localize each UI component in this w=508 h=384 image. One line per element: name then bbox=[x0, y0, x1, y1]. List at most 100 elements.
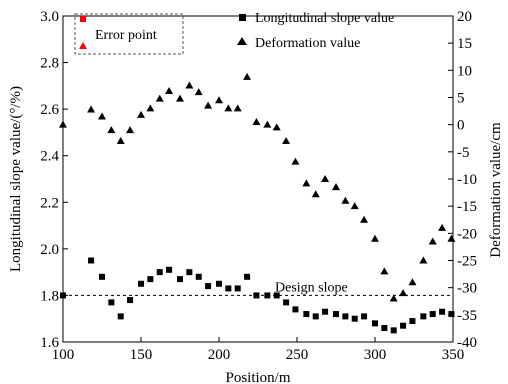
x-tick-label: 100 bbox=[52, 347, 75, 363]
error-triangle-marker bbox=[79, 42, 87, 49]
y-left-tick-label: 2.8 bbox=[40, 56, 59, 72]
deformation-point bbox=[137, 110, 145, 118]
slope-point bbox=[88, 257, 95, 264]
slope-point bbox=[303, 311, 310, 318]
slope-point bbox=[312, 313, 319, 320]
legend-label-deformation: Deformation value bbox=[255, 36, 360, 51]
deformation-point bbox=[302, 179, 311, 187]
deformation-point bbox=[204, 101, 213, 109]
y-left-tick-label: 3.0 bbox=[40, 9, 59, 25]
y-right-tick-label: -5 bbox=[457, 145, 470, 161]
slope-point bbox=[292, 306, 299, 313]
deformation-point bbox=[146, 104, 155, 112]
slope-point bbox=[448, 311, 455, 318]
y-right-tick-label: 5 bbox=[457, 91, 465, 107]
slope-point bbox=[99, 273, 105, 280]
slope-point bbox=[234, 285, 241, 292]
deformation-point bbox=[263, 120, 272, 128]
deformation-point bbox=[185, 81, 194, 89]
deformation-point bbox=[98, 112, 106, 120]
deformation-point bbox=[215, 96, 223, 104]
deformation-point bbox=[321, 175, 330, 182]
deformation-point bbox=[107, 126, 116, 134]
y-right-tick-label: -20 bbox=[457, 226, 477, 242]
deformation-point bbox=[332, 183, 340, 191]
slope-point bbox=[177, 276, 183, 283]
error-square-marker bbox=[80, 16, 86, 22]
slope-point bbox=[127, 297, 134, 304]
error-legend-label: Error point bbox=[95, 28, 157, 43]
deformation-point bbox=[233, 104, 242, 112]
slope-point bbox=[138, 280, 144, 287]
deformation-point bbox=[194, 88, 203, 96]
deformation-point bbox=[350, 202, 359, 210]
slope-point bbox=[244, 273, 251, 280]
slope-point bbox=[420, 313, 427, 320]
deformation-point bbox=[438, 223, 447, 231]
design-slope-label: Design slope bbox=[275, 280, 348, 295]
deformation-point bbox=[224, 104, 233, 112]
slope-point bbox=[166, 266, 173, 273]
slope-point bbox=[253, 292, 260, 299]
y-right-tick-label: -25 bbox=[457, 254, 477, 270]
error-legend: Error point bbox=[74, 13, 184, 55]
deformation-point bbox=[428, 237, 437, 245]
slope-point bbox=[322, 308, 329, 315]
deformation-point bbox=[176, 94, 184, 102]
y-right-tick-label: -35 bbox=[457, 308, 477, 324]
y-right-tick-label: -40 bbox=[457, 335, 477, 351]
slope-point bbox=[264, 292, 271, 299]
slope-point bbox=[283, 299, 290, 306]
x-tick-label: 350 bbox=[442, 347, 465, 363]
slope-point bbox=[117, 313, 124, 320]
x-tick-label: 200 bbox=[208, 347, 231, 363]
deformation-point bbox=[59, 120, 67, 128]
slope-point bbox=[439, 308, 446, 315]
deformation-point bbox=[291, 157, 300, 165]
slope-point bbox=[381, 325, 388, 332]
y-left-tick-label: 2.0 bbox=[40, 242, 59, 258]
y-right-tick-label: 10 bbox=[457, 63, 472, 79]
slope-point bbox=[273, 292, 280, 299]
deformation-point bbox=[389, 294, 398, 302]
y-right-tick-label: -10 bbox=[457, 172, 477, 188]
y-right-tick-label: 0 bbox=[457, 118, 465, 134]
deformation-point bbox=[126, 126, 135, 134]
x-tick-label: 150 bbox=[130, 347, 153, 363]
slope-point bbox=[400, 322, 407, 329]
deformation-point bbox=[282, 136, 291, 144]
y-right-tick-label: -30 bbox=[457, 281, 477, 297]
deformation-point bbox=[360, 215, 369, 223]
slope-point bbox=[225, 285, 232, 292]
slope-point bbox=[429, 311, 436, 318]
y-left-tick-label: 2.2 bbox=[40, 195, 59, 211]
slope-point bbox=[60, 292, 66, 299]
deformation-point bbox=[408, 278, 417, 286]
deformation-point bbox=[311, 190, 320, 198]
y-left-tick-label: 2.6 bbox=[40, 102, 59, 118]
slope-point bbox=[361, 313, 368, 320]
deformation-point bbox=[380, 267, 389, 275]
deformation-point bbox=[243, 72, 252, 80]
marks-layer bbox=[59, 72, 456, 334]
y-left-tick-label: 2.4 bbox=[40, 149, 59, 165]
y-right-tick-label: 20 bbox=[457, 9, 472, 25]
slope-point bbox=[195, 273, 202, 280]
slope-point bbox=[186, 269, 193, 276]
deformation-point bbox=[447, 234, 456, 242]
slope-point bbox=[216, 280, 222, 287]
legend-square-marker bbox=[239, 14, 246, 21]
slope-point bbox=[147, 276, 154, 283]
deformation-point bbox=[341, 196, 350, 204]
y-left-tick-label: 1.6 bbox=[40, 335, 59, 351]
x-axis-title: Position/m bbox=[225, 370, 290, 384]
slope-point bbox=[108, 299, 115, 306]
legend-label-slope: Longitudinal slope value bbox=[255, 11, 394, 26]
y-right-axis-title: Deformation value/cm bbox=[488, 122, 504, 258]
ticks-layer: 100 150 200 250 300 3501.61.82.02.22.42.62.83… bbox=[40, 9, 477, 363]
x-tick-label: 300 bbox=[364, 347, 387, 363]
slope-point bbox=[156, 269, 163, 276]
deformation-point bbox=[165, 86, 174, 94]
slope-point bbox=[372, 320, 378, 327]
